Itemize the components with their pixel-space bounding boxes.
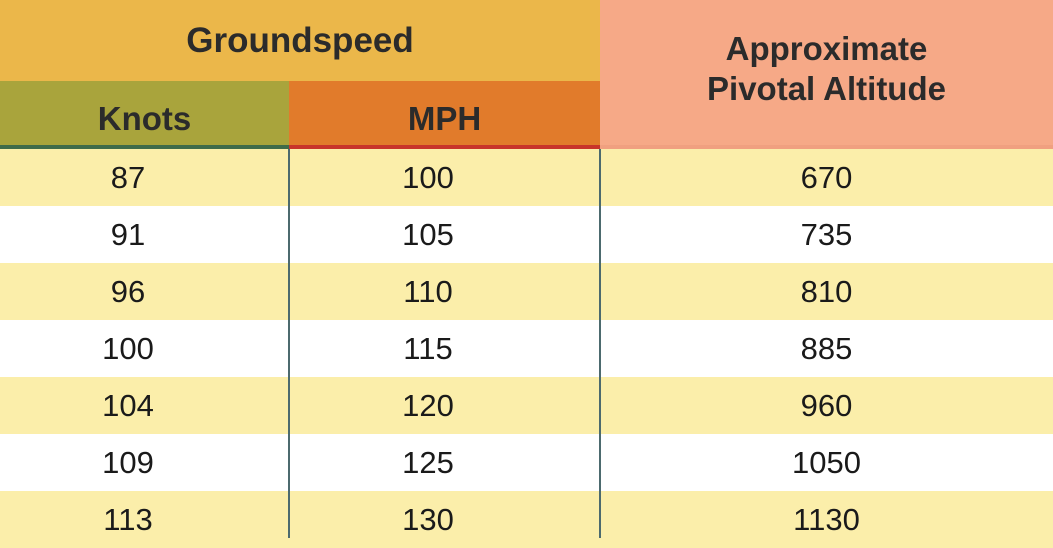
header-underline-altitude — [600, 145, 1053, 149]
table-row: 87 100 670 — [0, 149, 1053, 206]
knots-cell: 113 — [103, 501, 153, 537]
mph-header-label: MPH — [407, 99, 482, 137]
knots-cell: 96 — [110, 273, 146, 309]
table-row: 113 130 1130 — [0, 491, 1053, 548]
mph-cell: 115 — [403, 330, 453, 366]
table-row: 109 125 1050 — [0, 434, 1053, 491]
knots-cell: 104 — [102, 387, 154, 423]
altitude-cell: 1050 — [792, 444, 861, 480]
mph-header: MPH — [289, 81, 600, 148]
table-row: 100 115 885 — [0, 320, 1053, 377]
knots-cell: 87 — [110, 159, 146, 195]
altitude-cell: 670 — [800, 159, 853, 195]
knots-cell: 91 — [110, 216, 146, 252]
groundspeed-header: Groundspeed — [0, 0, 600, 81]
altitude-cell: 1130 — [793, 501, 860, 537]
altitude-cell: 735 — [800, 216, 853, 252]
table-row: 91 105 735 — [0, 206, 1053, 263]
mph-cell: 100 — [402, 159, 454, 195]
altitude-cell: 810 — [800, 273, 853, 309]
table-row: 104 120 960 — [0, 377, 1053, 434]
mph-cell: 105 — [402, 216, 454, 252]
altitude-cell: 885 — [800, 330, 853, 366]
pivotal-altitude-header-line1: Approximate — [725, 30, 928, 68]
pivotal-altitude-header-line2: Pivotal Altitude — [707, 70, 946, 107]
table-body: 87 100 670 91 105 735 96 110 810 100 115… — [0, 149, 1053, 548]
column-divider — [288, 149, 290, 538]
mph-cell: 125 — [402, 444, 454, 480]
knots-cell: 100 — [102, 330, 154, 366]
pivotal-altitude-header: Approximate Pivotal Altitude — [600, 0, 1053, 148]
mph-cell: 110 — [403, 273, 453, 309]
altitude-cell: 960 — [800, 387, 853, 423]
knots-header: Knots — [0, 81, 289, 148]
mph-cell: 120 — [402, 387, 454, 423]
column-divider — [599, 149, 601, 538]
header-underline-knots — [0, 145, 289, 149]
header-underline-mph — [289, 145, 600, 149]
table-row: 96 110 810 — [0, 263, 1053, 320]
groundspeed-header-label: Groundspeed — [186, 20, 414, 60]
knots-cell: 109 — [102, 444, 154, 480]
mph-cell: 130 — [402, 501, 454, 537]
knots-header-label: Knots — [97, 99, 192, 137]
